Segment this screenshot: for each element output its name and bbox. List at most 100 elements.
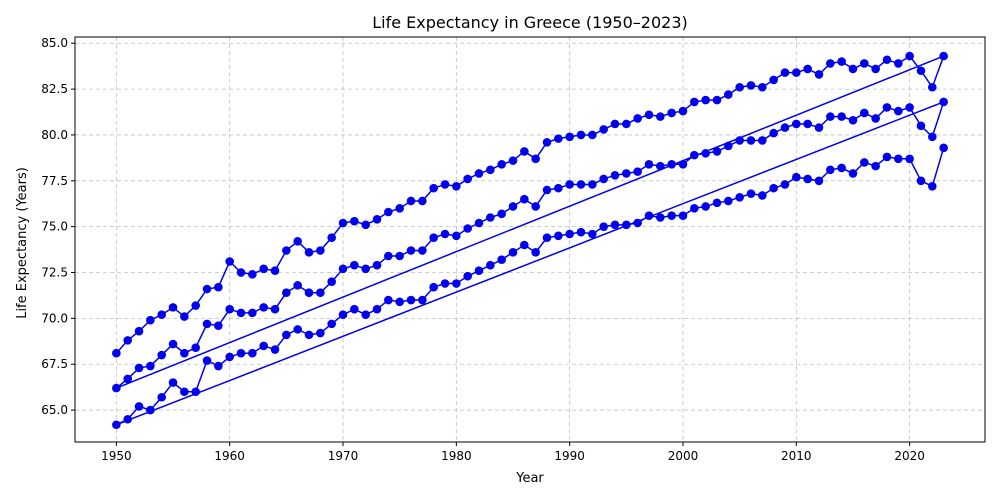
data-point [316,328,325,338]
data-point [520,240,529,250]
data-point [599,174,608,184]
data-point [463,174,472,184]
data-point [588,229,597,239]
y-tick-label: 75.0 [41,220,68,234]
data-point [814,123,824,132]
data-point [134,402,144,411]
data-point [327,277,336,286]
data-point [316,246,325,255]
data-point [350,260,359,270]
data-point [134,326,144,336]
data-point [690,150,699,160]
data-point [236,348,246,358]
data-point [554,134,563,143]
data-point [474,266,484,275]
data-point [214,321,223,331]
data-point [588,130,597,140]
x-tick-label: 1970 [328,449,359,463]
x-tick-label: 2000 [668,449,699,463]
data-point [452,279,461,288]
data-point [905,103,914,112]
data-point [191,387,200,397]
data-point [112,383,121,393]
data-point [418,196,427,206]
data-point [837,57,846,66]
data-point [157,310,166,320]
data-point [112,420,121,430]
data-point [123,374,132,384]
data-point [746,136,756,145]
data-point [338,264,348,274]
data-point [463,224,472,233]
data-point [372,215,382,224]
data-point [418,246,427,255]
data-point [678,160,688,169]
data-point [826,112,835,121]
data-point [486,165,495,175]
data-point [814,176,824,186]
data-point [338,310,348,320]
data-point [667,160,676,169]
data-point [202,319,212,329]
data-point [690,204,699,213]
data-point [565,229,574,239]
data-point [746,189,756,198]
data-point [180,387,189,397]
data-point [395,204,404,213]
ticks: 1950 1960 1970 1980 1990 2000 2010 2020 65.0 67.5… [41,36,925,463]
data-point [916,66,926,76]
data-point [565,180,574,189]
data-point [792,68,801,77]
data-point [440,279,450,288]
y-tick-label: 67.5 [41,357,68,371]
data-point [225,304,234,314]
data-point [395,251,404,261]
data-point [440,229,450,239]
data-point [463,271,472,281]
data-point [282,288,291,297]
data-point [180,348,189,358]
data-point [769,75,778,85]
data-point [894,59,903,68]
data-point [610,119,620,129]
data-point [769,128,778,138]
data-point [486,213,495,222]
data-point [622,169,631,178]
data-point [599,125,608,134]
data-point [542,185,552,195]
data-point [690,97,699,107]
data-point [803,64,812,74]
data-point [656,112,665,121]
data-point [531,154,540,164]
data-point [429,183,438,193]
data-point [361,310,370,320]
x-axis-label: Year [515,471,544,486]
data-point [168,339,178,349]
data-point [191,301,200,310]
data-point [633,218,642,228]
data-point [542,233,552,242]
data-point [270,304,280,314]
data-point [214,361,223,371]
data-point [270,266,280,275]
data-point [531,202,540,211]
data-point [270,345,280,354]
grid [75,37,985,442]
data-point [304,330,314,340]
data-point [304,288,314,297]
data-point [826,59,835,68]
data-point [916,121,926,131]
data-point [123,336,132,345]
data-point [146,361,155,371]
data-point [848,169,858,178]
data-point [248,348,257,358]
data-point [350,304,359,314]
data-point [440,180,450,189]
data-point [304,248,314,257]
data-point [916,176,926,186]
data-point [758,191,767,200]
data-point [576,180,586,189]
data-point [622,220,631,230]
